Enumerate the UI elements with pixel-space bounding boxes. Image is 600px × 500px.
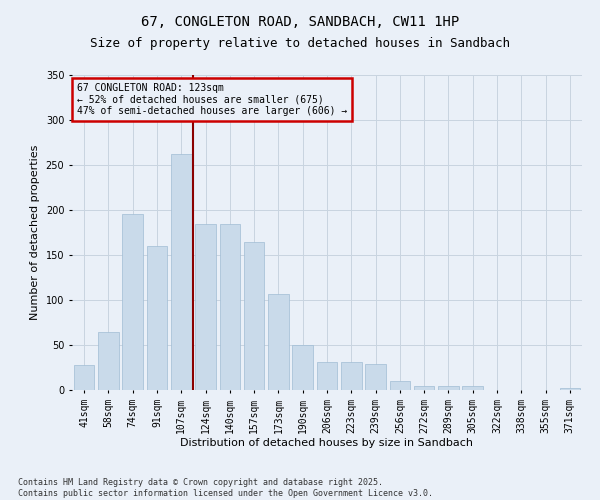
Bar	[463, 386, 483, 390]
Text: Size of property relative to detached houses in Sandbach: Size of property relative to detached ho…	[90, 38, 510, 51]
Text: Contains HM Land Registry data © Crown copyright and database right 2025.
Contai: Contains HM Land Registry data © Crown c…	[18, 478, 433, 498]
Text: 67, CONGLETON ROAD, SANDBACH, CW11 1HP: 67, CONGLETON ROAD, SANDBACH, CW11 1HP	[141, 15, 459, 29]
Bar	[414, 386, 434, 390]
Bar	[438, 386, 459, 390]
Bar	[74, 365, 94, 390]
Bar	[98, 332, 119, 390]
Bar	[292, 345, 313, 390]
X-axis label: Distribution of detached houses by size in Sandbach: Distribution of detached houses by size …	[181, 438, 473, 448]
Bar	[195, 224, 216, 390]
Y-axis label: Number of detached properties: Number of detached properties	[30, 145, 40, 320]
Bar	[365, 364, 386, 390]
Bar	[341, 362, 362, 390]
Bar	[268, 294, 289, 390]
Bar	[220, 224, 240, 390]
Text: 67 CONGLETON ROAD: 123sqm
← 52% of detached houses are smaller (675)
47% of semi: 67 CONGLETON ROAD: 123sqm ← 52% of detac…	[77, 83, 347, 116]
Bar	[146, 246, 167, 390]
Bar	[122, 214, 143, 390]
Bar	[171, 154, 191, 390]
Bar	[244, 242, 265, 390]
Bar	[560, 388, 580, 390]
Bar	[317, 362, 337, 390]
Bar	[389, 381, 410, 390]
